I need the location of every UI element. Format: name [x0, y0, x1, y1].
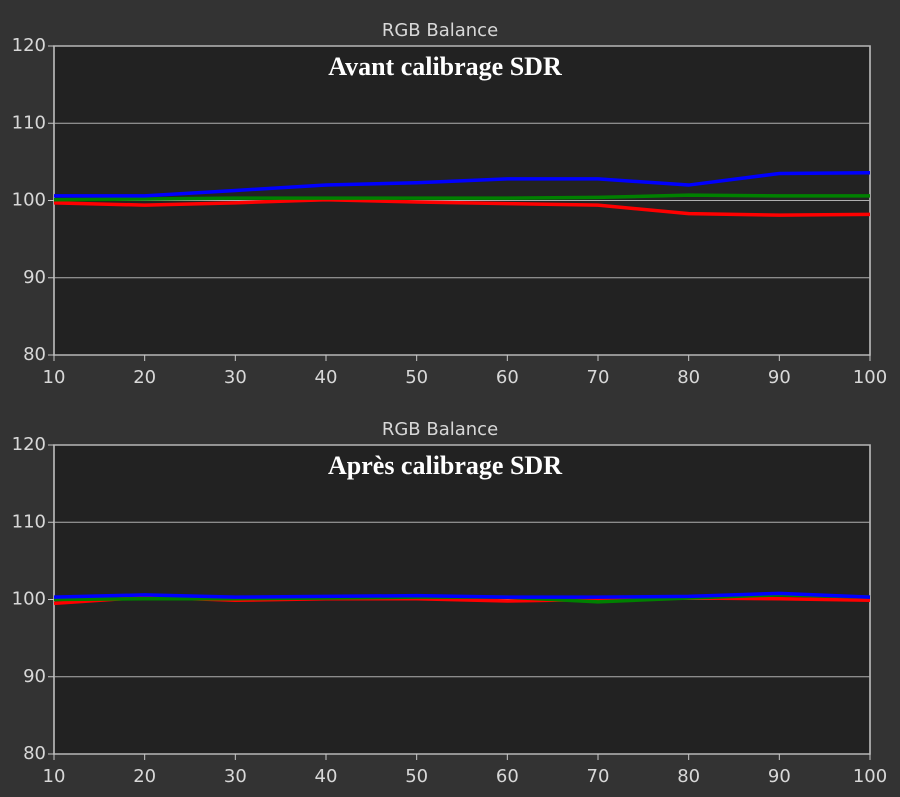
x-tick-label: 10: [43, 766, 66, 787]
x-tick-label: 80: [677, 367, 700, 388]
annotation: Après calibrage SDR: [328, 451, 562, 480]
annotation: Avant calibrage SDR: [328, 52, 562, 81]
series-line: [53, 197, 871, 217]
x-tick-label: 10: [43, 367, 66, 388]
x-tick-label: 40: [315, 367, 338, 388]
y-tick-label: 80: [23, 344, 46, 365]
x-tick-label: 50: [405, 766, 428, 787]
y-tick-label: 100: [12, 589, 46, 610]
x-tick-label: 70: [587, 766, 610, 787]
series-line: [53, 193, 870, 202]
series-line: [53, 591, 871, 599]
y-tick-label: 90: [23, 666, 46, 687]
x-tick-label: 60: [496, 367, 519, 388]
y-tick-label: 90: [23, 267, 46, 288]
x-tick-label: 70: [587, 367, 610, 388]
x-tick-label: 90: [768, 766, 791, 787]
x-tick-label: 60: [496, 766, 519, 787]
y-tick-label: 120: [12, 434, 46, 455]
y-tick-label: 80: [23, 743, 46, 764]
x-tick-label: 40: [315, 766, 338, 787]
y-tick-label: 110: [12, 511, 46, 532]
y-tick-label: 120: [12, 35, 46, 56]
chart-title: RGB Balance: [382, 20, 498, 41]
y-tick-label: 110: [12, 112, 46, 133]
y-tick-label: 100: [12, 190, 46, 211]
chart-title: RGB Balance: [382, 419, 498, 440]
x-tick-label: 100: [853, 766, 887, 787]
x-tick-label: 20: [133, 766, 156, 787]
x-tick-label: 50: [405, 367, 428, 388]
x-tick-label: 30: [224, 367, 247, 388]
x-tick-label: 30: [224, 766, 247, 787]
x-tick-label: 80: [677, 766, 700, 787]
x-tick-label: 90: [768, 367, 791, 388]
x-tick-label: 100: [853, 367, 887, 388]
x-tick-label: 20: [133, 367, 156, 388]
series-line: [54, 170, 871, 198]
